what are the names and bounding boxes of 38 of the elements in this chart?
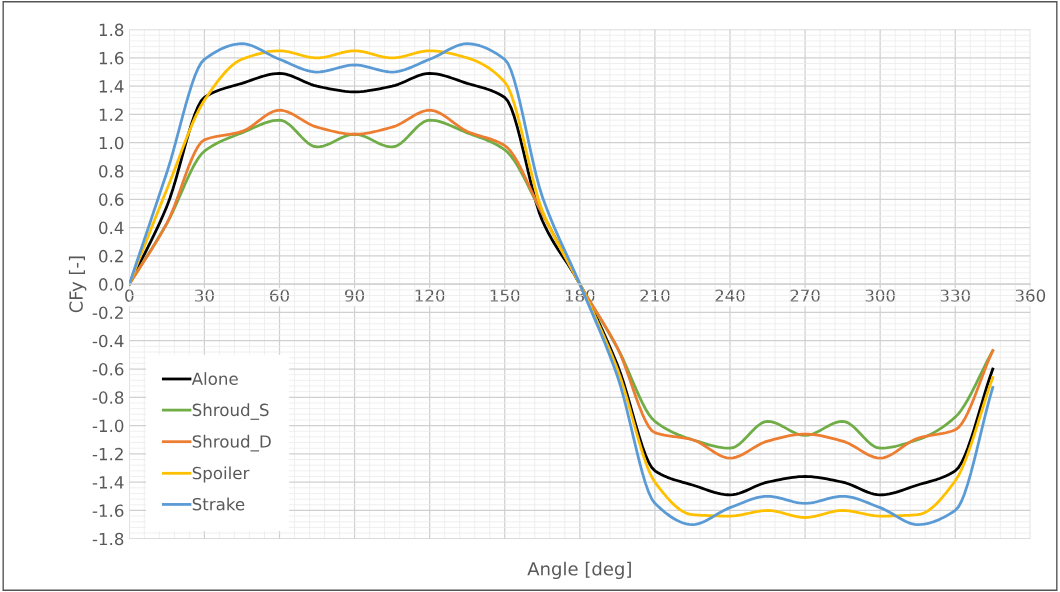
x-tick-label: 30 [195, 289, 214, 302]
y-tick-label: 1.6 [99, 51, 124, 65]
legend-label: Shroud_D [192, 434, 271, 452]
y-tick-label: 0.8 [99, 164, 124, 178]
legend-label: Alone [191, 372, 238, 386]
y-tick-label: -0.2 [92, 306, 123, 320]
x-tick-label: 240 [715, 289, 745, 302]
y-tick-label: -1.6 [92, 504, 124, 517]
y-tick-label: 0.4 [99, 221, 124, 235]
y-tick-label: 0.2 [99, 249, 123, 263]
y-tick-label: 1.8 [99, 23, 124, 37]
y-tick-label: -0.8 [92, 391, 124, 404]
legend-label: Spoiler [192, 466, 250, 483]
x-tick-label: 210 [640, 289, 670, 302]
y-axis-title: CFy [-] [68, 256, 87, 313]
legend-label: Strake [192, 497, 245, 511]
y-tick-label: -0.4 [92, 334, 124, 348]
x-axis-title: Angle [deg] [527, 561, 631, 580]
y-tick-label: 1.0 [99, 136, 124, 150]
y-tick-label: -0.6 [92, 362, 124, 376]
y-tick-label: 1.2 [99, 108, 123, 121]
x-tick-label: 150 [490, 289, 520, 302]
y-tick-label: -1.2 [92, 447, 123, 461]
x-tick-label: 360 [1015, 289, 1046, 302]
x-tick-label: 0 [125, 289, 134, 302]
y-tick-label: 0.0 [99, 278, 124, 291]
x-tick-label: 120 [415, 289, 445, 302]
y-tick-label: -1.4 [92, 476, 124, 489]
y-tick-label: 1.4 [99, 80, 124, 93]
x-tick-label: 60 [270, 289, 289, 302]
y-tick-label: -1.0 [92, 419, 124, 433]
y-tick-label: 0.6 [99, 193, 124, 206]
x-tick-label: 330 [940, 289, 971, 302]
x-tick-label: 90 [345, 289, 365, 302]
y-tick-label: -1.8 [92, 532, 124, 546]
legend-label: Shroud_S [192, 403, 269, 420]
x-tick-label: 300 [865, 289, 895, 302]
x-tick-label: 270 [790, 289, 820, 302]
